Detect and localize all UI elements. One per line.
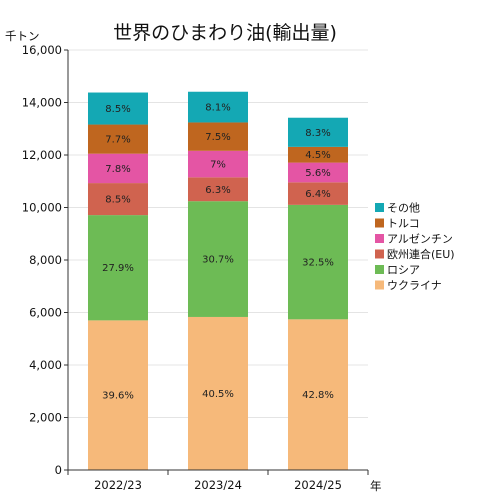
bar-segment-label: 39.6% (102, 391, 134, 402)
bar-segment-label: 7.8% (105, 164, 130, 175)
bar-segment-label: 6.3% (205, 185, 230, 196)
y-tick-label: 16,000 (22, 43, 62, 57)
legend-swatch (375, 203, 384, 212)
bar-segment (88, 92, 148, 125)
legend-swatch (375, 218, 384, 228)
x-tick-label: 2023/24 (194, 478, 242, 492)
bars: 39.6% 27.9% 8.5% 7.8% 7.7% 8.5% 40.5% 30.7% 6.3%… (88, 91, 348, 470)
bar-segment-label: 5.6% (305, 168, 330, 179)
legend-swatch (375, 265, 384, 274)
bar-segment (88, 320, 148, 470)
bar-segment (188, 91, 248, 123)
bar-segment-label: 7.7% (105, 135, 130, 146)
bar-segment-label: 40.5% (202, 389, 234, 400)
bar-segment (188, 177, 248, 202)
y-tick-label: 2,000 (29, 411, 62, 425)
x-axis-unit-label: 年 (370, 479, 382, 493)
bar-segment (288, 117, 348, 147)
bar-segment-label: 32.5% (302, 258, 334, 269)
legend-label: その他 (387, 202, 420, 215)
bar-segment (188, 150, 248, 178)
bar-segment (288, 319, 348, 470)
bar-segment (88, 215, 148, 321)
chart-title: 世界のひまわり油(輸出量) (113, 22, 337, 44)
y-tick-label: 12,000 (22, 148, 62, 162)
bar-segment-label: 4.5% (305, 150, 330, 161)
y-tick-label: 14,000 (22, 96, 62, 110)
bar-segment (188, 201, 248, 317)
x-tick-label: 2024/25 (294, 478, 342, 492)
legend-swatch (375, 234, 384, 243)
bar-segment (288, 146, 348, 163)
bar-segment (188, 122, 248, 151)
legend-label: ウクライナ (387, 279, 442, 292)
bar-segment-label: 8.1% (205, 103, 230, 114)
legend-swatch (375, 280, 384, 290)
bar-segment-label: 7.5% (205, 132, 230, 143)
legend-label: ロシア (387, 264, 420, 277)
bar-segment-label: 8.3% (305, 128, 330, 139)
bar-segment-label: 27.9% (102, 263, 134, 274)
bar-segment (188, 316, 248, 470)
bar-segment (288, 162, 348, 183)
x-tick-label: 2022/23 (94, 478, 142, 492)
legend-label: アルゼンチン (387, 233, 453, 246)
bar-segment-label: 8.5% (105, 195, 130, 206)
bar-segment (288, 204, 348, 320)
bar-segment-label: 30.7% (202, 255, 234, 266)
bar-segment-label: 8.5% (105, 104, 130, 115)
bar-segment (88, 124, 148, 154)
legend-swatch (375, 249, 384, 259)
bar-segment-label: 7% (210, 160, 226, 171)
bar-segment-label: 42.8% (302, 390, 334, 401)
y-tick-label: 8,000 (29, 253, 62, 267)
bar-segment-label: 6.4% (305, 189, 330, 200)
y-tick-label: 6,000 (29, 306, 62, 320)
y-tick-label: 10,000 (22, 201, 62, 215)
legend-label: トルコ (387, 217, 420, 230)
y-tick-label: 0 (55, 463, 62, 477)
legend-label: 欧州連合(EU) (387, 247, 455, 261)
y-axis-unit-label: 千トン (5, 29, 40, 43)
axes: 0 2,000 4,000 6,000 8,000 10,000 12,000 14,000 1… (22, 43, 369, 492)
bar-segment (88, 153, 148, 184)
y-tick-label: 4,000 (29, 358, 62, 372)
bar-segment (288, 182, 348, 205)
bar-segment (88, 183, 148, 216)
